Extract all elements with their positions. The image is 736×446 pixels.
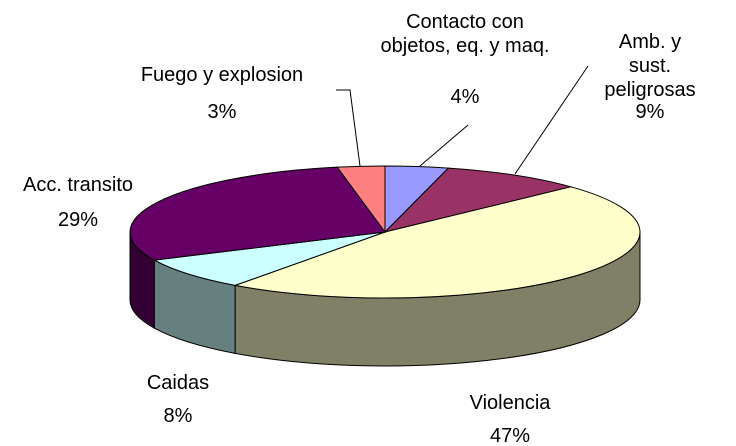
slice	[129, 166, 386, 261]
value-label: 8%	[163, 405, 193, 427]
slices	[129, 165, 641, 367]
leader-lines	[336, 65, 589, 175]
slice-label: Violencia	[469, 392, 551, 414]
value-label: 29%	[57, 209, 99, 231]
slice-label: Amb. y sust. peligrosas	[604, 31, 696, 101]
value-label: 4%	[450, 86, 480, 108]
slice-label: Caidas	[146, 372, 210, 394]
slice-label: Acc. transito	[22, 174, 134, 196]
value-label: 47%	[489, 425, 531, 446]
slice	[383, 167, 573, 233]
slice	[336, 165, 386, 234]
value-label: 9%	[635, 101, 665, 123]
slice-label: Fuego y explosion	[140, 64, 304, 86]
leader-line	[336, 89, 361, 167]
leader-line	[514, 65, 589, 175]
slice	[152, 231, 386, 286]
slice	[233, 186, 641, 299]
slice-label: Contacto con objetos, eq. y maq.	[380, 11, 550, 57]
value-label: 3%	[207, 101, 237, 123]
leader-line	[419, 124, 469, 167]
